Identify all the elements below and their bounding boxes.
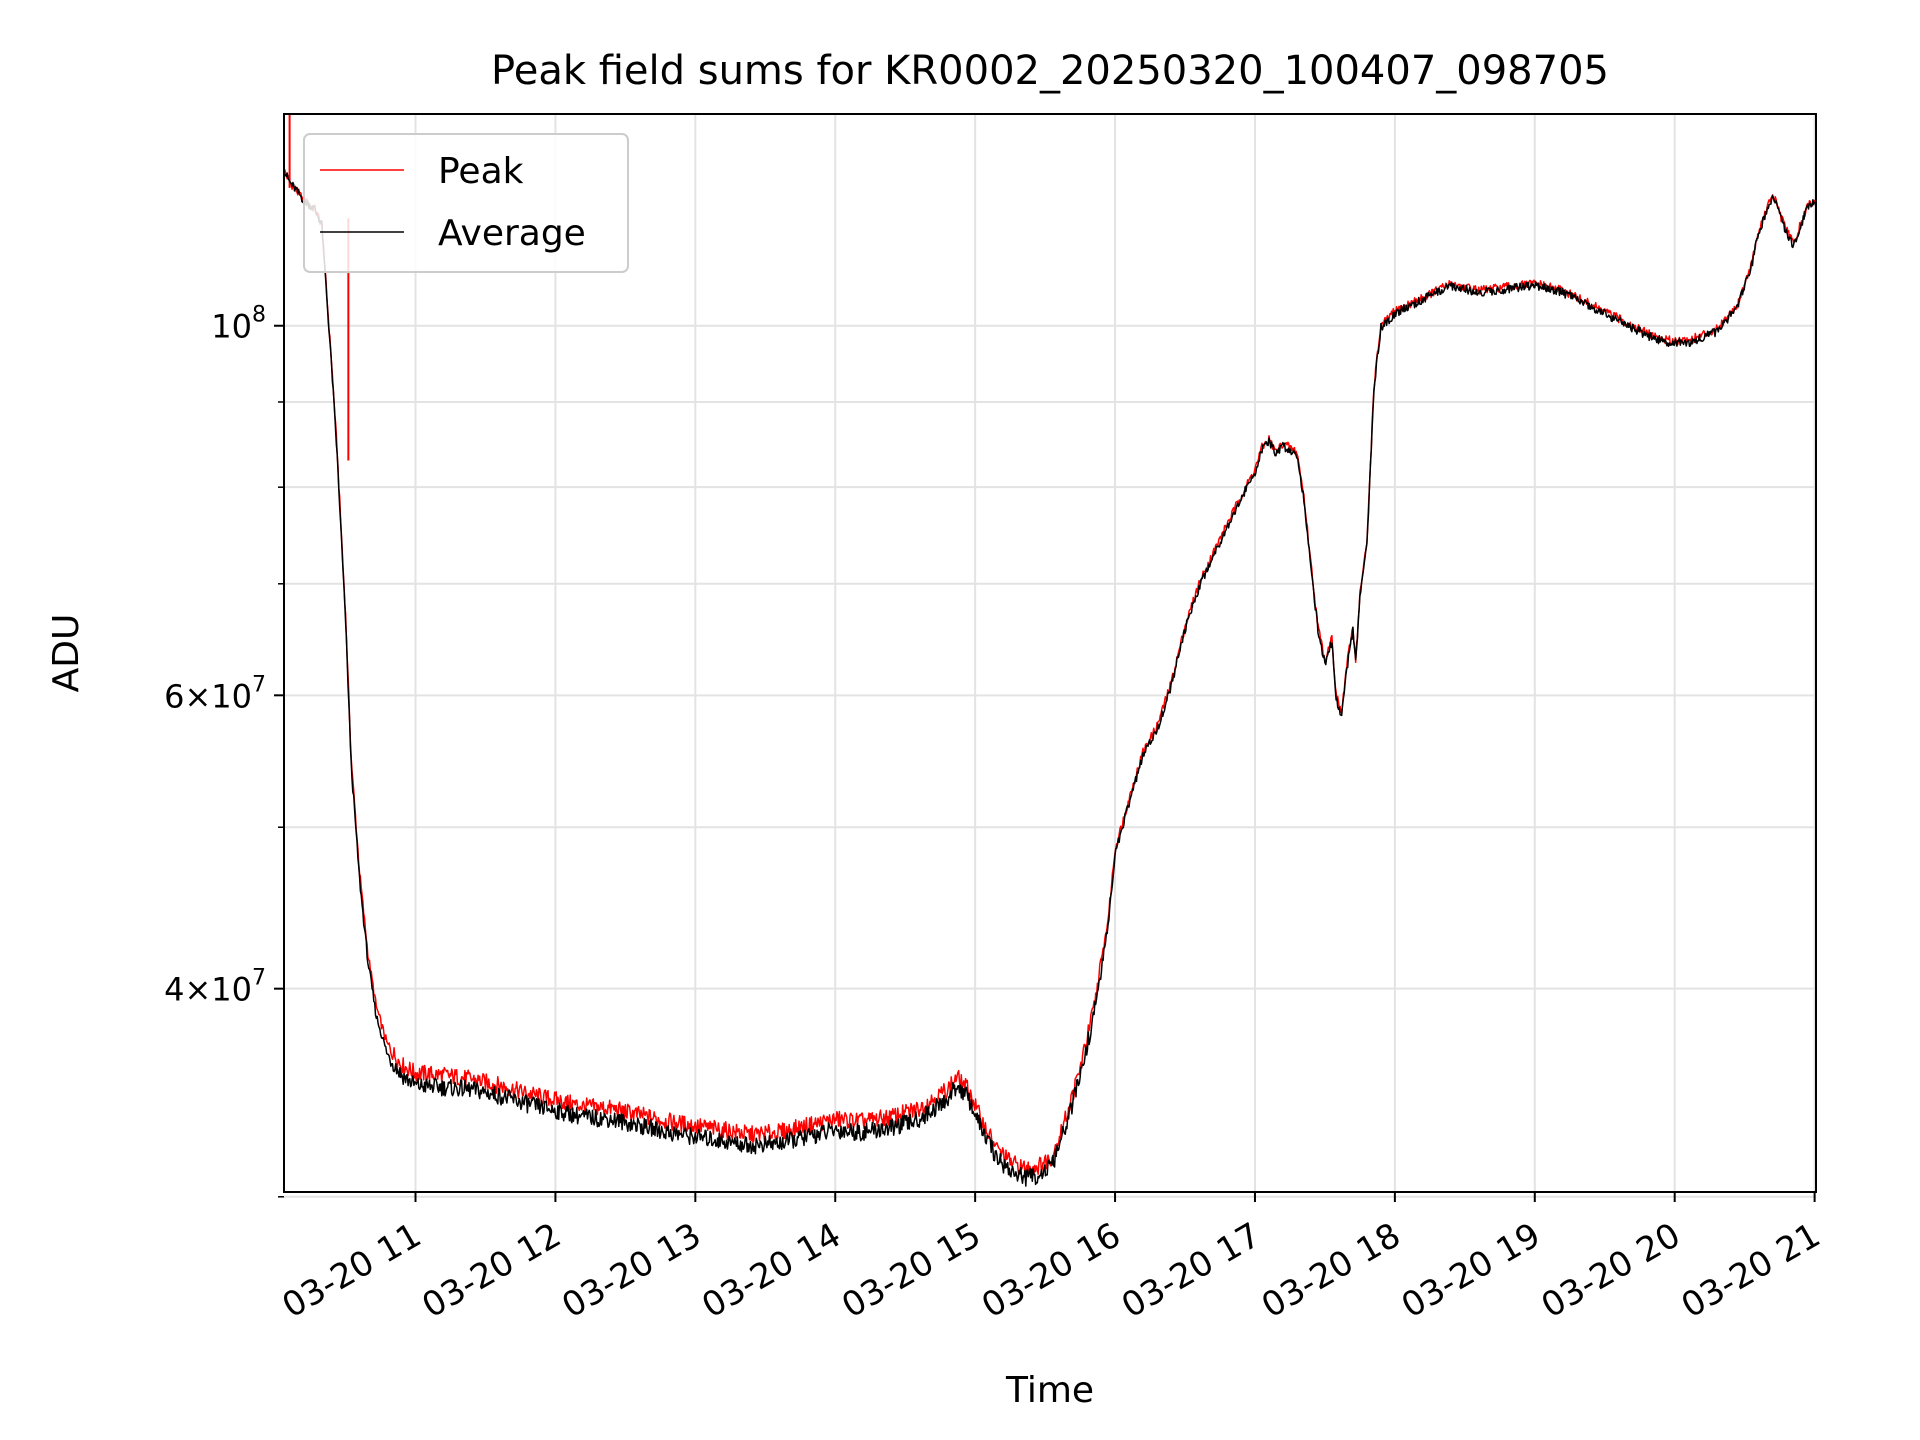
y-axis-label: ADU xyxy=(46,614,87,693)
y-tick-label: 6×107 xyxy=(164,672,266,715)
plot-frame xyxy=(283,113,1817,1193)
chart-title: Peak field sums for KR0002_20250320_1004… xyxy=(491,48,1609,94)
legend-box xyxy=(303,133,629,273)
legend-label-peak: Peak xyxy=(438,151,524,192)
y-tick-exponent: 7 xyxy=(252,966,266,991)
legend-label-average: Average xyxy=(438,213,586,254)
grid xyxy=(284,114,1816,1198)
y-tick-exponent: 8 xyxy=(252,303,266,328)
y-tick-exponent: 7 xyxy=(252,672,266,697)
series-line-average xyxy=(284,172,1816,1187)
legend: Peak Average xyxy=(303,133,629,273)
x-axis-label: Time xyxy=(1005,1370,1094,1411)
y-tick-label: 4×107 xyxy=(164,966,266,1009)
